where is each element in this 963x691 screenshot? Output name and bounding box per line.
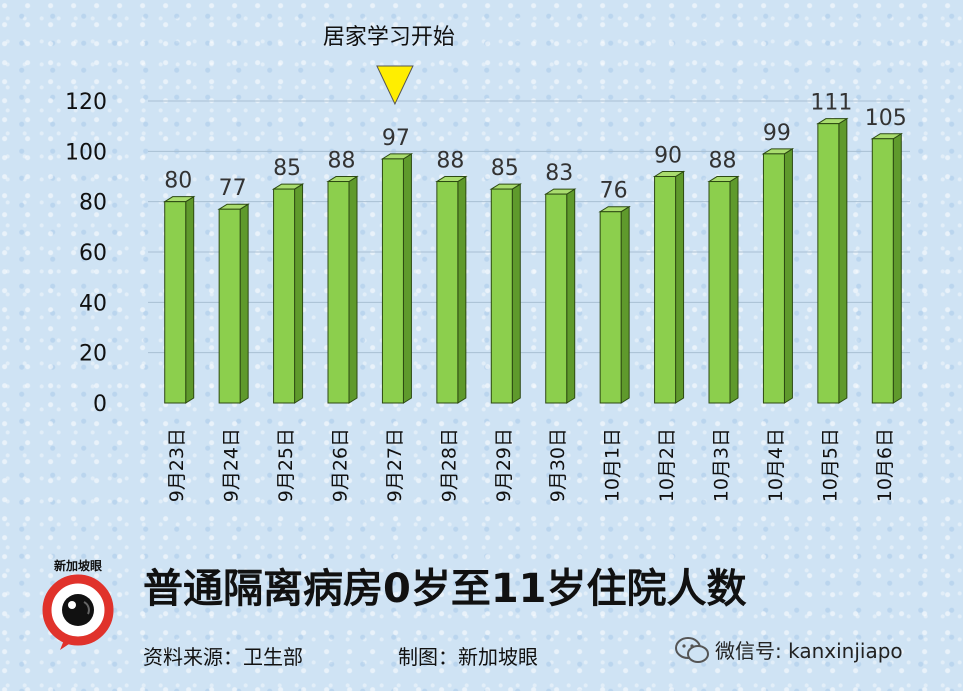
- x-tick-label: 10月4日: [765, 428, 787, 502]
- bar-side: [239, 203, 249, 404]
- wechat-icon: [675, 636, 709, 663]
- value-label: 111: [810, 91, 852, 116]
- value-label: 105: [865, 106, 907, 131]
- wechat-id: 微信号: kanxinjiapo: [675, 635, 903, 664]
- value-label: 88: [328, 149, 356, 174]
- value-label: 85: [491, 156, 519, 181]
- x-tick-label: 9月24日: [221, 428, 243, 502]
- x-tick-label: 9月30日: [547, 428, 569, 502]
- y-tick-label: 120: [65, 90, 107, 115]
- bar-side: [675, 170, 685, 404]
- value-label: 77: [219, 176, 247, 201]
- bar-side: [892, 132, 902, 404]
- bar: [817, 123, 840, 404]
- bar: [218, 208, 241, 404]
- x-tick-label: 10月2日: [656, 428, 678, 502]
- value-label: 88: [436, 149, 464, 174]
- x-tick-label: 9月26日: [330, 428, 352, 502]
- annotation-label: 居家学习开始: [323, 25, 455, 50]
- bar: [164, 201, 187, 404]
- bar-side: [566, 188, 576, 404]
- bar: [545, 193, 568, 404]
- y-tick-label: 0: [93, 392, 107, 417]
- bar-side: [185, 195, 195, 404]
- brand-logo: 新加坡眼: [38, 558, 118, 658]
- x-tick-label: 10月3日: [711, 428, 733, 502]
- bar-side: [402, 152, 412, 404]
- bar-side: [838, 117, 848, 404]
- bar-side: [729, 175, 739, 404]
- bar-side: [294, 183, 304, 404]
- bar: [490, 188, 513, 404]
- bar: [762, 153, 785, 404]
- value-label: 80: [164, 169, 192, 194]
- x-tick-label: 9月25日: [275, 428, 297, 502]
- value-label: 99: [763, 121, 791, 146]
- bar-side: [348, 175, 358, 404]
- bar-side: [457, 175, 467, 404]
- bar: [327, 181, 350, 404]
- chart-title: 普通隔离病房0岁至11岁住院人数: [143, 566, 747, 612]
- y-tick-label: 60: [79, 241, 107, 266]
- value-label: 88: [709, 149, 737, 174]
- value-label: 85: [273, 156, 301, 181]
- source-text: 资料来源：卫生部: [143, 645, 303, 669]
- y-tick-label: 100: [65, 140, 107, 165]
- bar-chart: 0 20 40 60 80 100 120 80 9月23日 77 9月24日 85 9月25日 88 9月…: [65, 25, 910, 502]
- y-tick-label: 40: [79, 291, 107, 316]
- bar: [654, 176, 677, 404]
- bar-side: [511, 183, 521, 404]
- bar: [871, 138, 894, 404]
- value-label: 97: [382, 126, 410, 151]
- value-label: 83: [545, 161, 573, 186]
- bar: [273, 188, 296, 404]
- x-tick-label: 10月1日: [602, 428, 624, 502]
- y-tick-label: 80: [79, 191, 107, 216]
- wechat-text: 微信号: kanxinjiapo: [715, 639, 903, 663]
- bar-side: [783, 147, 793, 404]
- x-tick-label: 10月5日: [819, 428, 841, 502]
- credit-text: 制图：新加坡眼: [398, 645, 538, 669]
- x-tick-label: 9月28日: [438, 428, 460, 502]
- x-tick-label: 9月29日: [493, 428, 515, 502]
- bar: [436, 181, 459, 404]
- x-tick-label: 10月6日: [874, 428, 896, 502]
- x-tick-label: 9月27日: [384, 428, 406, 502]
- bar-side: [620, 205, 630, 404]
- logo-text: 新加坡眼: [54, 558, 102, 573]
- bar: [599, 211, 622, 404]
- annotation-marker: [376, 65, 414, 106]
- bar: [381, 158, 404, 404]
- eye-highlight: [68, 601, 76, 609]
- logo-tail: [60, 635, 78, 650]
- value-label: 76: [600, 179, 628, 204]
- y-tick-label: 20: [79, 342, 107, 367]
- x-tick-label: 9月23日: [166, 428, 188, 502]
- bar: [708, 181, 731, 404]
- value-label: 90: [654, 144, 682, 169]
